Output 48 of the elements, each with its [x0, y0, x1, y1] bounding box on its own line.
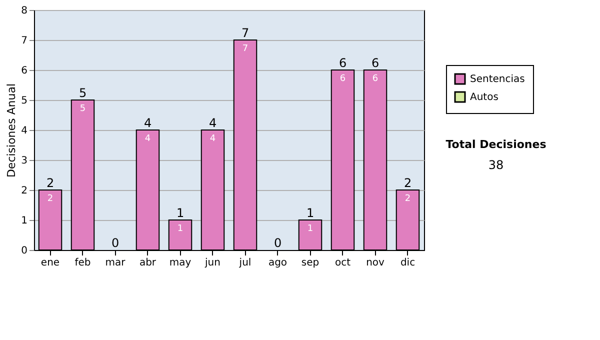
y-tick-label: 3 — [21, 156, 28, 166]
x-tick-label: may — [169, 258, 192, 268]
total-label: 4 — [144, 116, 152, 130]
total-label: 6 — [371, 56, 380, 70]
total-label: 7 — [241, 26, 250, 40]
data-label: 7 — [242, 44, 248, 54]
total-label: 2 — [404, 176, 412, 190]
y-tick-label: 0 — [21, 246, 28, 256]
legend-label: Autos — [470, 92, 498, 103]
total-label: 4 — [208, 116, 217, 130]
x-tick-label: abr — [139, 258, 157, 268]
text: Total Decisiones — [446, 138, 547, 151]
total-label: 1 — [306, 206, 314, 220]
y-tick-label: 2 — [21, 186, 28, 196]
data-label: 5 — [80, 104, 86, 114]
data-label: 1 — [177, 224, 184, 234]
data-label: 2 — [47, 194, 54, 204]
x-tick-label: jul — [238, 258, 252, 268]
data-label: 1 — [307, 224, 314, 234]
data-label: 4 — [210, 134, 216, 144]
y-tick-label: 6 — [21, 66, 28, 76]
total-label: 1 — [176, 206, 184, 220]
y-tick-label: 1 — [21, 216, 28, 226]
x-tick-label: jun — [204, 258, 220, 268]
x-tick-label: ene — [40, 258, 60, 268]
text: 38 — [488, 158, 504, 172]
x-tick-label: mar — [105, 258, 126, 268]
x-tick-label: oct — [334, 258, 351, 268]
data-label: 2 — [404, 194, 411, 204]
x-tick-label: feb — [74, 258, 91, 268]
total-label: 6 — [338, 56, 347, 70]
x-tick-label: ago — [268, 258, 288, 268]
y-tick-label: 7 — [21, 36, 28, 46]
total-label: 5 — [78, 86, 87, 100]
data-label: 4 — [144, 134, 151, 144]
total-label: 0 — [274, 236, 282, 250]
total-label: 0 — [111, 236, 120, 250]
x-tick-label: dic — [400, 258, 416, 268]
y-tick-label: 4 — [21, 126, 28, 136]
x-tick-label: nov — [366, 258, 385, 268]
legend-label: Sentencias — [470, 74, 525, 85]
data-label: 6 — [340, 74, 346, 84]
y-axis-title: Decisiones Anual — [5, 83, 18, 178]
total-label: 2 — [46, 176, 54, 190]
y-tick-label: 8 — [21, 6, 28, 16]
y-tick-label: 5 — [21, 96, 28, 106]
x-tick-label: sep — [301, 258, 320, 268]
data-label: 6 — [372, 74, 378, 84]
